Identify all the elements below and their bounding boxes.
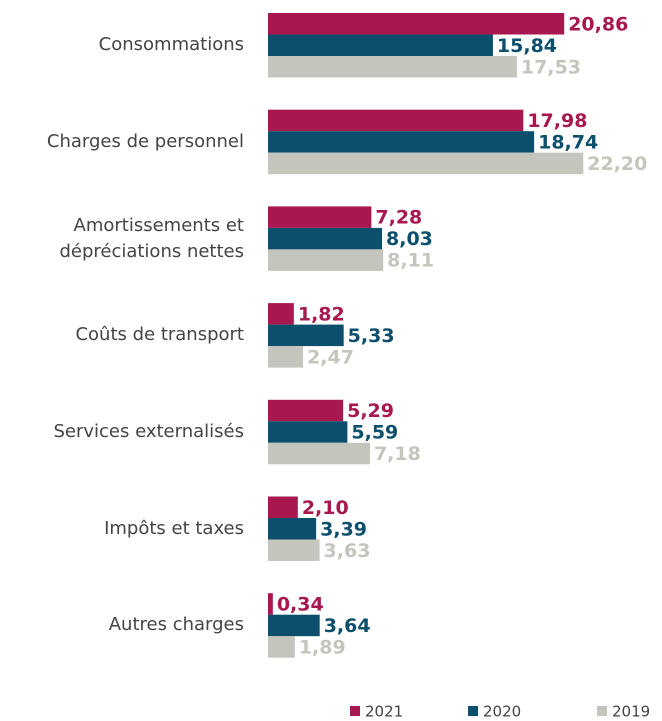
bar — [268, 56, 517, 78]
value-label: 1,89 — [299, 636, 346, 658]
value-label: 2,47 — [307, 346, 354, 368]
bar — [268, 421, 348, 443]
bar — [268, 442, 370, 465]
bar — [268, 399, 344, 422]
legend-label: 2021 — [365, 703, 403, 721]
value-label: 8,03 — [386, 228, 433, 250]
value-label: 5,59 — [351, 422, 398, 444]
value-label: 3,63 — [324, 540, 371, 562]
bar — [268, 614, 320, 637]
value-label: 15,84 — [497, 35, 557, 57]
value-label: 20,86 — [568, 13, 628, 35]
value-label: 3,64 — [324, 615, 371, 637]
bar — [268, 539, 320, 561]
category-label: Charges de personnel — [46, 130, 244, 152]
category-label: Services externalisés — [53, 421, 244, 443]
bar — [268, 13, 565, 35]
bar — [268, 227, 383, 250]
legend-swatch — [468, 706, 478, 716]
bar — [268, 152, 584, 175]
value-label: 17,53 — [521, 56, 581, 78]
bar — [268, 324, 344, 347]
value-label: 5,29 — [347, 400, 394, 422]
bar — [268, 249, 384, 271]
bar — [268, 131, 535, 153]
value-label: 8,11 — [387, 250, 434, 272]
value-label: 3,39 — [320, 518, 367, 540]
bar — [268, 636, 295, 658]
category-label: Amortissements et dépréciations nettes — [59, 214, 244, 262]
value-label: 2,10 — [302, 497, 349, 519]
value-label: 17,98 — [527, 110, 587, 132]
category-label: Autres charges — [108, 614, 244, 636]
bar — [268, 109, 524, 132]
value-label: 18,74 — [538, 131, 598, 153]
legend-label: 2019 — [612, 703, 650, 721]
bar — [268, 518, 317, 540]
value-label: 22,20 — [587, 153, 647, 175]
value-label: 7,28 — [375, 207, 422, 229]
category-label: Coûts de transport — [75, 324, 244, 346]
value-label: 7,18 — [374, 443, 421, 465]
legend-swatch — [597, 706, 607, 716]
legend-swatch — [350, 706, 360, 716]
bar — [268, 303, 294, 325]
value-label: 1,82 — [298, 303, 345, 325]
bar — [268, 346, 304, 368]
value-label: 5,33 — [348, 325, 395, 347]
category-label: Consommations — [98, 34, 244, 56]
legend-label: 2020 — [483, 703, 521, 721]
bar — [268, 34, 493, 56]
category-label: Impôts et taxes — [104, 517, 244, 539]
value-label: 0,34 — [277, 593, 324, 615]
bar — [268, 496, 298, 518]
bar — [268, 206, 372, 228]
bar — [268, 593, 273, 615]
